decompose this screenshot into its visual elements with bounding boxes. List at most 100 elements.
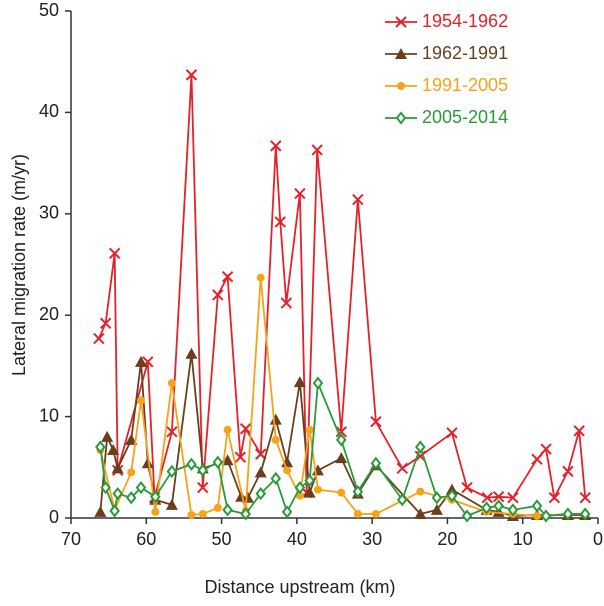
data-point [540,443,552,455]
data-point [352,193,364,206]
data-point [507,503,519,517]
data-point [125,491,137,505]
data-point [396,462,408,475]
x-tick-label: 70 [61,529,81,549]
data-point [311,464,324,476]
data-point [112,487,123,501]
data-point [573,425,585,437]
data-point [151,507,160,516]
y-tick-label: 10 [39,405,59,425]
data-point [352,485,364,499]
data-point [187,510,196,519]
data-point [221,270,234,283]
data-point [335,452,348,464]
data-point [108,247,121,260]
data-point [335,426,347,438]
data-point [271,435,280,444]
x-tick-label: 30 [362,529,382,549]
data-point [212,455,224,469]
data-point [135,480,147,495]
legend-marker [395,16,407,28]
data-point [150,490,161,504]
y-tick-label: 30 [39,203,59,223]
x-tick-label: 0 [593,529,603,549]
data-point [127,468,136,477]
legend-marker [397,82,405,90]
data-point [107,444,120,456]
y-tick-label: 20 [39,304,59,324]
data-point [212,289,224,301]
data-point [274,216,287,228]
data-point [111,462,124,474]
data-point [283,466,292,475]
data-point [579,492,591,504]
data-point [531,499,543,513]
data-point [141,457,154,469]
data-point [255,487,267,501]
data-point [371,509,380,518]
data-point [93,332,105,345]
y-tick-label: 0 [49,507,59,527]
legend-marker [395,48,407,59]
x-tick-label: 10 [513,529,533,549]
legend-label: 2005-2014 [422,107,508,127]
data-point [533,511,542,520]
data-point [109,504,120,518]
data-point [280,297,293,309]
y-tick-label: 40 [39,101,59,121]
series-line [98,74,587,501]
data-point [100,480,111,495]
data-point [125,433,138,445]
legend-marker [395,111,407,125]
series-line [99,382,586,518]
data-point [135,355,148,367]
legend-label: 1962-1991 [422,43,508,63]
data-point [254,466,267,478]
data-point [294,187,306,200]
y-tick-label: 50 [39,0,59,20]
data-point [481,492,494,504]
data-point [234,451,247,463]
legend-label: 1954-1962 [422,11,508,31]
data-point [270,471,282,486]
data-point [431,491,443,505]
data-point [353,509,362,518]
data-point [198,509,207,518]
data-point [311,144,323,156]
series-line [99,353,586,517]
x-tick-label: 60 [136,529,156,549]
data-point [165,498,178,510]
data-point [430,503,443,515]
series-line [99,277,586,517]
data-point [256,273,265,282]
x-tick-label: 40 [287,529,307,549]
data-point [562,507,574,521]
data-point [240,507,251,521]
data-point [313,485,322,494]
data-point [197,481,209,494]
data-point [337,488,346,497]
data-point [492,490,505,503]
data-point [186,457,197,471]
data-point [293,376,306,388]
data-point [281,505,293,519]
data-point [197,463,209,477]
data-point [304,473,315,488]
data-point [562,465,574,478]
data-point [370,415,382,428]
data-point [370,456,382,470]
data-point [312,376,324,390]
data-point [481,501,492,515]
data-point [222,503,233,517]
data-point [101,430,114,442]
data-point [461,481,473,494]
x-axis-title: Distance upstream (km) [204,577,395,597]
data-point [223,425,232,434]
data-point [270,140,282,152]
data-point [531,453,543,465]
data-point [221,454,234,466]
data-point [294,480,306,495]
data-point [269,413,282,425]
data-point [185,347,198,359]
data-point [167,379,176,388]
